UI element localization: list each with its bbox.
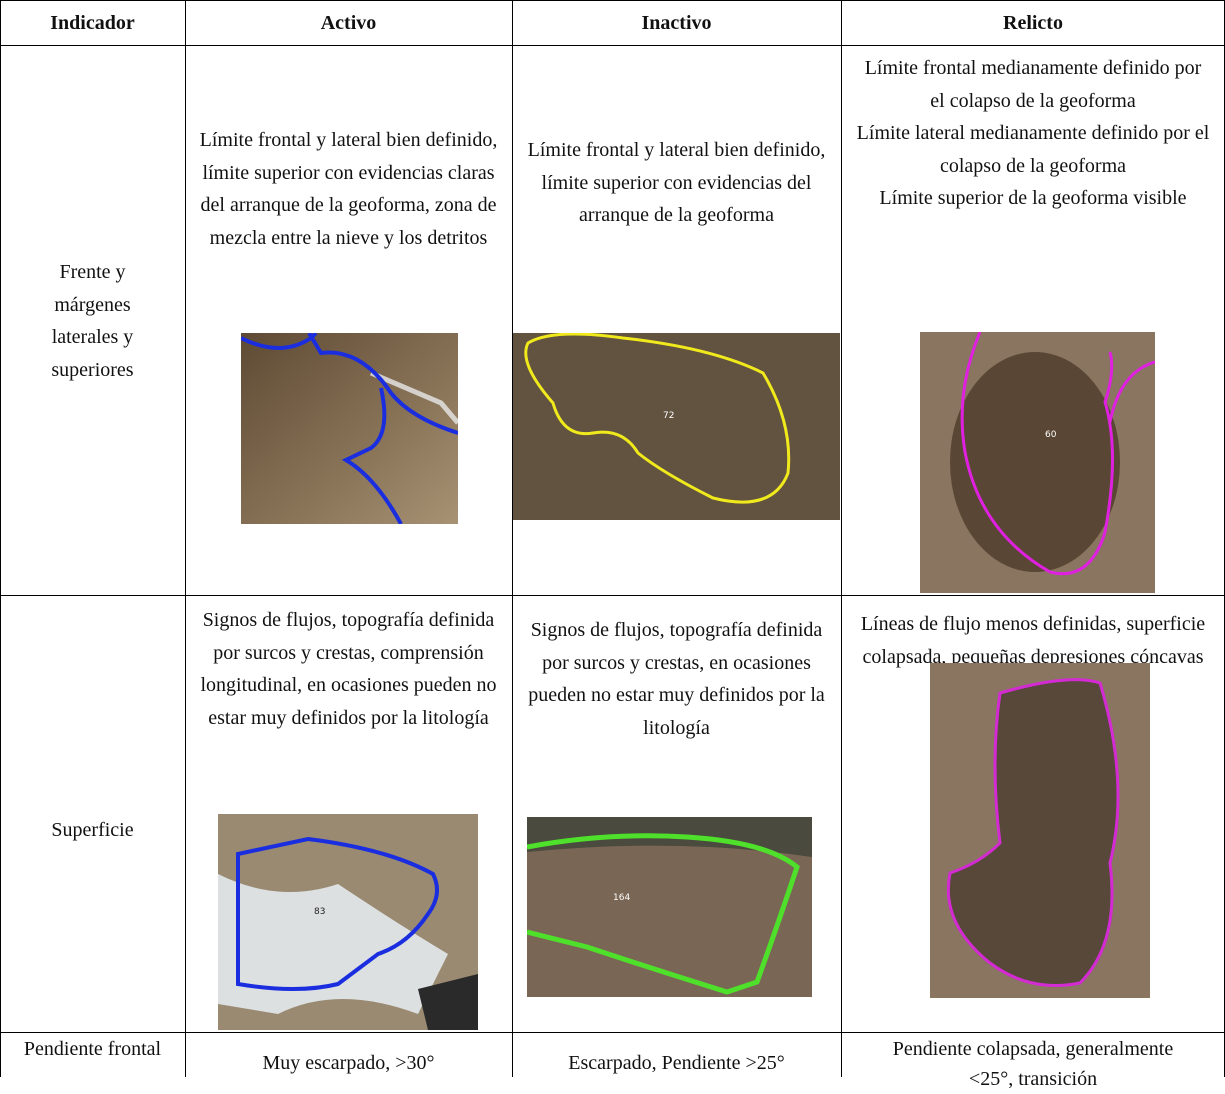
- image: 164: [527, 817, 812, 997]
- rule: [0, 595, 1225, 596]
- cell-text: Límite frontal medianamente definido por…: [856, 52, 1210, 215]
- header: Activo: [320, 12, 377, 34]
- rule: [0, 45, 1225, 46]
- image-label: 72: [663, 411, 674, 421]
- paragraph: Límite frontal medianamente definido por…: [864, 57, 1202, 112]
- rule: [841, 0, 842, 1077]
- image: 60: [920, 332, 1155, 593]
- rule: [0, 0, 1, 1077]
- cell-text: Escarpado, Pendiente >25°: [568, 1052, 785, 1074]
- image-label: 164: [613, 893, 630, 903]
- cell-text: Muy escarpado, >30°: [262, 1052, 435, 1074]
- header: Indicador: [50, 12, 135, 34]
- rule: [0, 0, 1225, 1]
- rule: [0, 1032, 1225, 1033]
- cell-text: Pendiente colapsada, generalmente <25°, …: [892, 1038, 1174, 1090]
- paragraph: Límite lateral medianamente definido por…: [856, 122, 1210, 177]
- cell-text: Signos de flujos, topografía definida po…: [200, 609, 497, 729]
- image-label: 83: [314, 907, 325, 917]
- rule: [512, 0, 513, 1077]
- rule: [185, 0, 186, 1077]
- cell-text: Signos de flujos, topografía definida po…: [528, 619, 825, 739]
- paragraph: Límite superior de la geoforma visible: [879, 187, 1187, 209]
- image: 72: [513, 333, 840, 520]
- indicator: Superficie: [51, 819, 134, 841]
- cell-text: Límite frontal y lateral bien definido, …: [527, 139, 826, 226]
- image: [241, 333, 458, 524]
- image: 83: [218, 814, 478, 1030]
- indicator: Pendiente frontal: [23, 1038, 162, 1060]
- header: Inactivo: [641, 12, 712, 34]
- image-label: 60: [1045, 430, 1057, 440]
- indicator: Frente y márgenes laterales y superiores: [51, 261, 134, 381]
- header: Relicto: [1003, 12, 1063, 34]
- cell-text: Límite frontal y lateral bien definido, …: [199, 129, 498, 249]
- image: [930, 663, 1150, 998]
